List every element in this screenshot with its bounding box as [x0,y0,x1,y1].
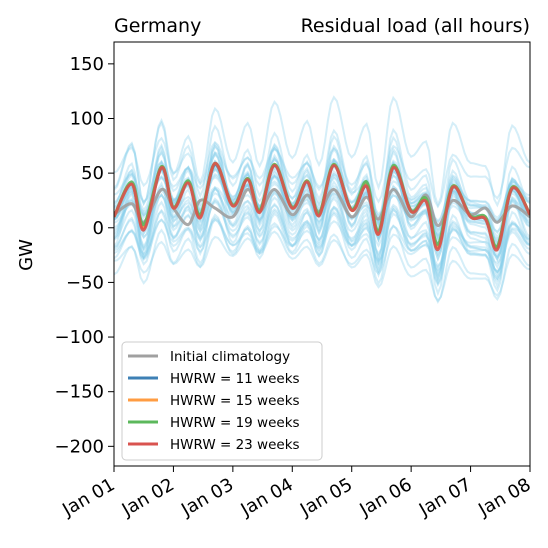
y-tick-label: −50 [66,272,104,293]
legend-label: HWRW = 23 weeks [170,437,300,453]
y-tick-label: 50 [81,163,104,184]
legend-label: HWRW = 15 weeks [170,393,300,409]
y-tick-label: −150 [55,382,104,403]
ensemble-member-line [114,181,530,297]
ensemble-member-line [114,216,530,303]
ensemble-member-line [114,220,530,274]
ensemble-member-line [114,187,530,286]
legend-label: HWRW = 19 weeks [170,415,300,431]
legend-items: Initial climatology HWRW = 11 weeks HWRW =… [128,349,300,453]
y-tick-label: 0 [93,218,104,239]
chart-title-right: Residual load (all hours) [301,15,530,37]
y-axis-label: GW [16,239,37,271]
y-tick-label: 100 [70,108,104,129]
y-tick-label: −200 [55,436,104,457]
legend-label: HWRW = 11 weeks [170,371,300,387]
ensemble-member-line [114,206,530,288]
y-ticks: 150 100 50 0 −50 −100 −150 −200 [55,54,114,457]
chart-title-left: Germany [114,15,201,37]
legend-label: Initial climatology [170,349,290,365]
ensemble-member-line [114,134,530,259]
ensemble-member-line [114,95,530,209]
ensemble-member-line [114,136,530,209]
y-tick-label: 150 [70,54,104,75]
ensemble-member-line [114,191,530,241]
plot-area [114,95,530,305]
ensemble-member-line [114,205,530,285]
legend-box [121,341,323,461]
series-layer [114,161,530,252]
ensemble-member-line [114,120,530,249]
ensemble-member-line [114,218,530,276]
y-tick-label: −100 [55,327,104,348]
legend: Initial climatology HWRW = 11 weeks HWRW =… [121,341,323,461]
axes-frame [113,41,531,467]
series-line-4 [114,161,530,252]
ensemble-member-line [114,186,530,237]
ensemble-member-line [114,193,530,274]
